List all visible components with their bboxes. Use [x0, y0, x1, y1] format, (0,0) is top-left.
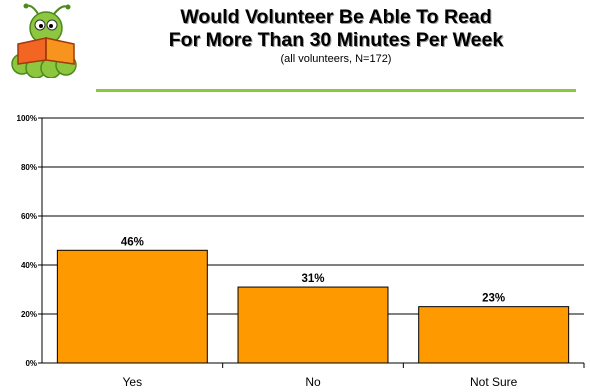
x-category-label: Yes — [123, 375, 143, 389]
data-label: 46% — [121, 236, 144, 248]
data-label: 31% — [301, 273, 324, 285]
bar — [418, 306, 570, 364]
chart-title-line-2: For More Than 30 Minutes Per Week — [168, 29, 504, 51]
bar — [237, 286, 389, 364]
y-tick-label: 0% — [25, 359, 37, 368]
y-tick-label: 80% — [21, 163, 37, 172]
x-category-label: No — [305, 375, 321, 389]
chart-title-line-1: Would Volunteer Be Able To Read — [180, 6, 492, 28]
y-tick-label: 60% — [21, 212, 37, 221]
y-tick-label: 20% — [21, 310, 37, 319]
y-tick-label: 40% — [21, 261, 37, 270]
bar — [56, 249, 208, 364]
title-underline — [96, 89, 576, 92]
bar-chart: 0% 20% 40% 60% 80% 100% 46% Yes 31% No 23% Not Sure — [17, 114, 585, 389]
chart-title-block: Would Volunteer Be Able To Read For More… — [96, 6, 576, 66]
bookworm-reading-icon — [11, 3, 77, 78]
y-tick-label: 100% — [17, 114, 37, 123]
data-label: 23% — [482, 293, 505, 305]
x-category-label: Not Sure — [470, 375, 518, 389]
chart-subtitle: (all volunteers, N=172) — [280, 53, 392, 65]
